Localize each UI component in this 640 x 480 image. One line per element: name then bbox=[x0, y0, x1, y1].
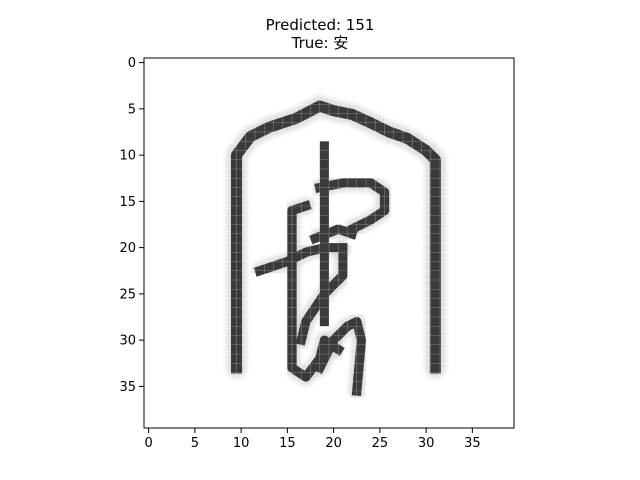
x-tick-label: 30 bbox=[418, 436, 435, 451]
y-tick-label: 20 bbox=[119, 241, 136, 256]
axes-frame bbox=[143, 57, 515, 429]
glyph-stroke bbox=[295, 242, 348, 346]
glyph-stroke bbox=[230, 100, 441, 374]
glyph-image bbox=[144, 58, 514, 428]
y-tick-label: 5 bbox=[128, 102, 136, 117]
glyph-stroke bbox=[287, 200, 345, 382]
x-tick-label: 0 bbox=[144, 436, 152, 451]
y-tick-label: 35 bbox=[119, 380, 136, 395]
plot-title-predicted: Predicted: 151 bbox=[265, 16, 375, 34]
y-tick-label: 15 bbox=[119, 195, 136, 210]
plot-title-true: True: 安 bbox=[291, 34, 349, 52]
glyph-stroke bbox=[309, 224, 359, 245]
y-tick-label: 25 bbox=[119, 287, 136, 302]
x-tick-label: 5 bbox=[191, 436, 199, 451]
y-axis: 0 5 10 15 20 25 30 35 bbox=[119, 56, 144, 395]
y-tick-label: 0 bbox=[128, 56, 136, 71]
x-tick-label: 20 bbox=[325, 436, 342, 451]
x-tick-label: 25 bbox=[372, 436, 389, 451]
y-tick-label: 10 bbox=[119, 149, 136, 164]
glyph-stroke bbox=[314, 178, 390, 236]
x-tick-label: 35 bbox=[464, 436, 481, 451]
glyph-stroke bbox=[253, 242, 348, 277]
x-tick-label: 10 bbox=[233, 436, 250, 451]
y-tick-label: 30 bbox=[119, 334, 136, 349]
x-tick-label: 15 bbox=[279, 436, 296, 451]
x-axis: 0 5 10 15 20 25 30 35 bbox=[144, 428, 481, 451]
glyph-stroke bbox=[313, 316, 367, 397]
